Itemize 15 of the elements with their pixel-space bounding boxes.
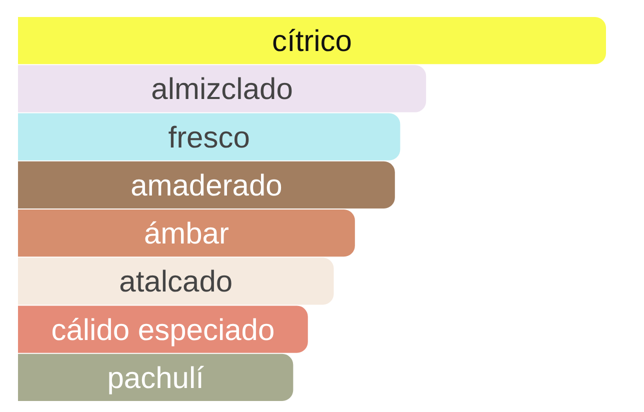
y-tick-label: cálido especiado bbox=[51, 314, 275, 347]
bar bbox=[18, 258, 334, 305]
bar bbox=[18, 161, 395, 209]
y-tick-label: ámbar bbox=[144, 218, 229, 251]
bar bbox=[18, 17, 606, 64]
y-tick-label: almizclado bbox=[151, 73, 293, 106]
y-tick-label: amaderado bbox=[130, 169, 282, 202]
bar bbox=[18, 65, 426, 112]
y-tick-label: pachulí bbox=[107, 362, 205, 395]
y-tick-label: cítrico bbox=[272, 25, 352, 58]
y-tick-label: atalcado bbox=[119, 266, 233, 299]
bar bbox=[18, 209, 355, 257]
bar bbox=[18, 113, 400, 160]
bar bbox=[18, 354, 294, 401]
y-tick-label: fresco bbox=[168, 121, 250, 154]
